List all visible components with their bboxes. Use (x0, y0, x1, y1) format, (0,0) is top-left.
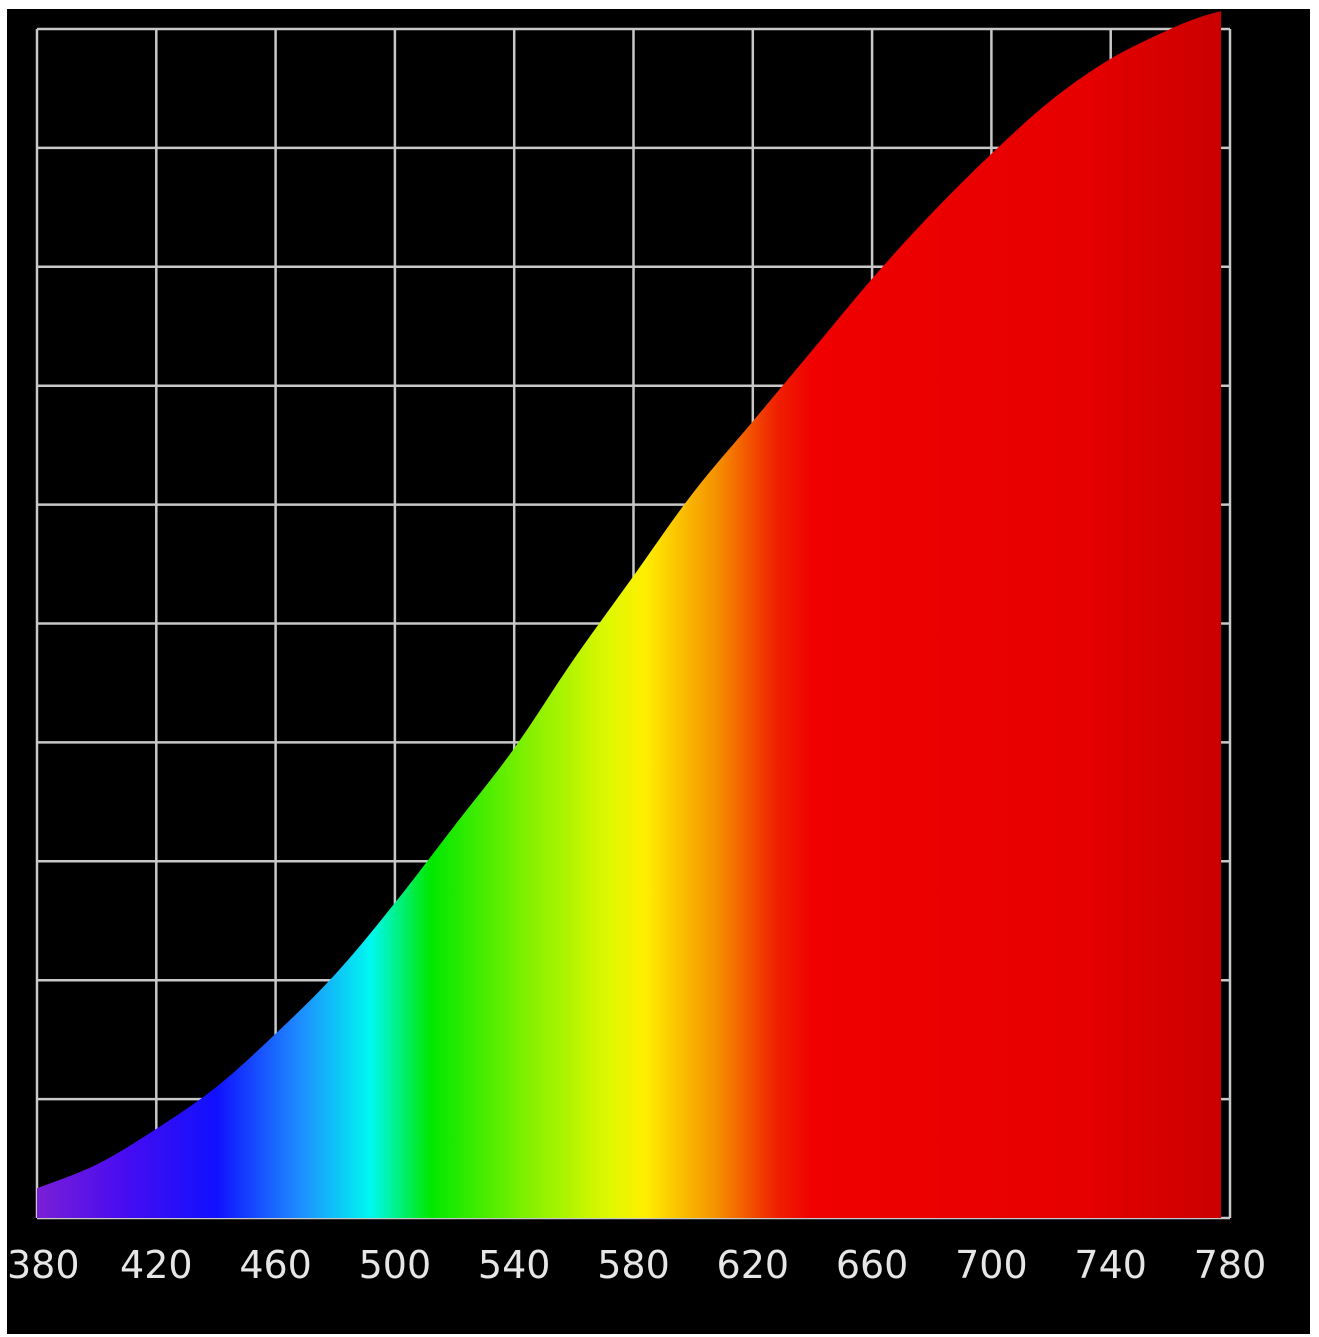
x-tick-label-620: 620 (717, 1243, 790, 1287)
x-tick-label-540: 540 (478, 1243, 551, 1287)
x-tick-label-460: 460 (239, 1243, 312, 1287)
x-tick-label-780: 780 (1194, 1243, 1267, 1287)
x-tick-label-700: 700 (955, 1243, 1028, 1287)
spectrum-area (37, 11, 1222, 1218)
x-tick-label-500: 500 (359, 1243, 432, 1287)
x-tick-label-420: 420 (120, 1243, 193, 1287)
x-axis-ticks: 380 420 460 500 540 580 620 660 700 740 780 (7, 1243, 1266, 1287)
x-tick-label-380: 380 (7, 1243, 80, 1287)
x-tick-label-580: 580 (597, 1243, 670, 1287)
x-tick-label-660: 660 (836, 1243, 909, 1287)
x-tick-label-740: 740 (1074, 1243, 1147, 1287)
